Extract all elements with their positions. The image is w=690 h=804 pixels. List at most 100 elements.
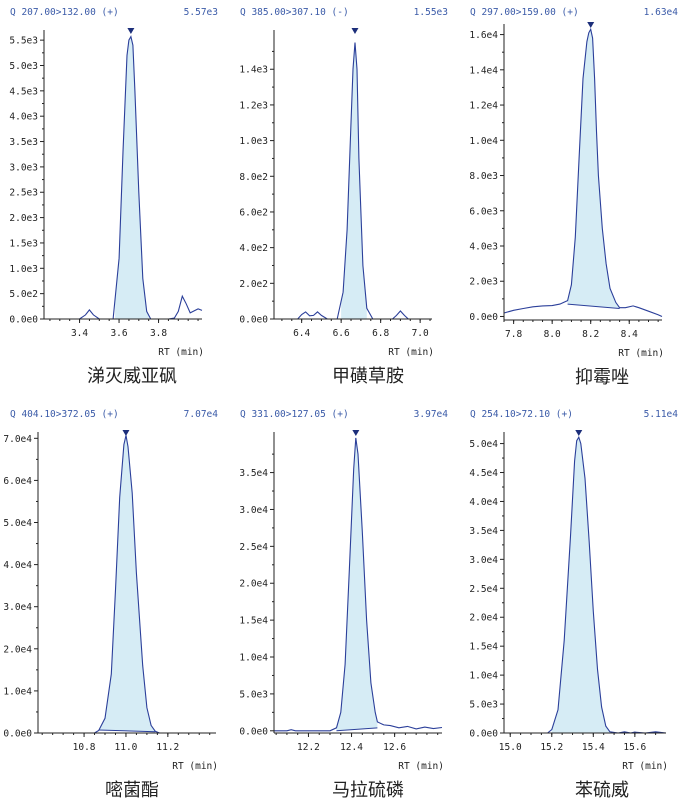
y-tick-label: 0.0e0 xyxy=(239,726,268,737)
y-tick-label: 1.5e3 xyxy=(9,238,38,249)
compound-name: 甲磺草胺 xyxy=(332,366,404,387)
x-axis-label: RT (min) xyxy=(388,347,434,358)
y-tick-label: 1.0e4 xyxy=(239,653,268,664)
peak-area xyxy=(341,42,367,319)
y-tick-label: 1.0e4 xyxy=(469,136,498,147)
chromatogram-svg: Q 254.10>72.10 (+) 5.11e4 0.0e0 5.0e3 1.0e4 1… xyxy=(469,409,679,801)
x-tick-label: 7.8 xyxy=(505,329,522,340)
max-intensity-label: 5.11e4 xyxy=(644,409,679,420)
x-tick-label: 15.4 xyxy=(582,742,605,753)
y-tick-label: 1.4e4 xyxy=(469,65,498,76)
max-intensity-label: 5.57e3 xyxy=(184,7,218,18)
y-tick-label: 3.5e4 xyxy=(469,526,498,537)
y-tick-label: 1.4e3 xyxy=(239,65,268,76)
y-tick-label: 3.0e3 xyxy=(9,162,38,173)
compound-name: 涕灭威亚砜 xyxy=(87,366,177,387)
x-tick-label: 3.8 xyxy=(150,328,167,339)
y-tick-label: 1.0e3 xyxy=(239,136,268,147)
y-tick-label: 1.2e4 xyxy=(469,101,498,112)
peak-area xyxy=(115,36,149,319)
y-tick-label: 5.0e2 xyxy=(9,289,38,300)
y-tick-label: 8.0e3 xyxy=(469,171,498,182)
chromatogram-trace xyxy=(44,35,203,320)
x-tick-label: 6.8 xyxy=(372,328,389,339)
y-tick-label: 6.0e2 xyxy=(239,207,268,218)
y-tick-label: 4.0e4 xyxy=(3,560,32,571)
transition-label: Q 254.10>72.10 (+) xyxy=(470,409,573,420)
compound-name: 嘧菌酯 xyxy=(105,780,159,801)
chromatogram-svg: Q 331.00>127.05 (+) 3.97e4 0.0e0 5.0e3 1.0e4… xyxy=(239,409,448,801)
x-tick-label: 15.2 xyxy=(540,742,563,753)
y-tick-label: 5.5e3 xyxy=(9,36,38,47)
transition-label: Q 207.00>132.00 (+) xyxy=(10,7,119,18)
y-tick-label: 0.0e0 xyxy=(469,729,498,740)
y-tick-label: 7.0e4 xyxy=(3,434,32,445)
y-tick-label: 1.0e4 xyxy=(3,686,32,697)
y-tick-label: 0.0e0 xyxy=(9,315,38,326)
y-tick-label: 5.0e3 xyxy=(9,61,38,72)
y-tick-label: 4.5e3 xyxy=(9,86,38,97)
x-tick-label: 10.8 xyxy=(73,742,96,753)
y-tick-label: 2.0e3 xyxy=(469,277,498,288)
chromatogram-trace xyxy=(274,437,443,732)
transition-label: Q 404.10>372.05 (+) xyxy=(10,409,119,420)
apex-marker xyxy=(127,28,135,34)
chromatogram-svg: Q 207.00>132.00 (+) 5.57e3 0.0e0 5.0e2 1.0e3… xyxy=(9,7,218,387)
y-tick-label: 8.0e2 xyxy=(239,172,268,183)
compound-name: 马拉硫磷 xyxy=(332,780,404,801)
y-tick-label: 4.0e2 xyxy=(239,243,268,254)
chromatogram-svg: Q 385.00>307.10 (-) 1.55e3 0.0e0 2.0e2 4.0e2… xyxy=(239,7,448,387)
y-tick-label: 1.5e4 xyxy=(469,642,498,653)
max-intensity-label: 1.55e3 xyxy=(414,7,448,18)
chromatogram-panel: Q 207.00>132.00 (+) 5.57e3 0.0e0 5.0e2 1.0e3… xyxy=(0,0,230,402)
y-tick-label: 4.0e3 xyxy=(9,112,38,123)
x-axis-label: RT (min) xyxy=(622,761,668,772)
x-axis-label: RT (min) xyxy=(158,347,204,358)
integration-baseline xyxy=(98,729,156,733)
x-tick-label: 3.6 xyxy=(110,328,127,339)
y-tick-label: 2.5e3 xyxy=(9,188,38,199)
apex-marker xyxy=(351,28,359,34)
y-tick-label: 5.0e4 xyxy=(469,439,498,450)
y-tick-label: 3.5e3 xyxy=(9,137,38,148)
y-tick-label: 0.0e0 xyxy=(239,315,268,326)
chromatogram-svg: Q 404.10>372.05 (+) 7.07e4 0.0e0 1.0e4 2.0e4… xyxy=(3,409,218,801)
chromatogram-panel: Q 297.00>159.00 (+) 1.63e4 0.0e0 2.0e3 4.0e3… xyxy=(460,0,690,402)
peak-area xyxy=(567,29,620,309)
integration-baseline xyxy=(567,303,620,310)
compound-name: 抑霉唑 xyxy=(575,367,629,388)
y-tick-label: 5.0e3 xyxy=(469,700,498,711)
y-tick-label: 1.0e3 xyxy=(9,264,38,275)
x-axis-label: RT (min) xyxy=(618,348,664,359)
y-tick-label: 1.6e4 xyxy=(469,30,498,41)
x-tick-label: 12.2 xyxy=(297,742,320,753)
x-axis-label: RT (min) xyxy=(172,761,218,772)
chromatogram-svg: Q 297.00>159.00 (+) 1.63e4 0.0e0 2.0e3 4.0e3… xyxy=(469,7,678,388)
chromatogram-panel: Q 385.00>307.10 (-) 1.55e3 0.0e0 2.0e2 4.0e2… xyxy=(230,0,460,402)
chromatogram-panel: Q 404.10>372.05 (+) 7.07e4 0.0e0 1.0e4 2.0e4… xyxy=(0,402,230,804)
y-tick-label: 1.2e3 xyxy=(239,100,268,111)
y-tick-label: 5.0e4 xyxy=(3,518,32,529)
transition-label: Q 331.00>127.05 (+) xyxy=(240,409,349,420)
compound-name: 苯硫威 xyxy=(575,780,629,801)
integration-baseline xyxy=(336,727,378,732)
x-tick-label: 6.4 xyxy=(293,328,310,339)
chromatogram-panel: Q 254.10>72.10 (+) 5.11e4 0.0e0 5.0e3 1.0e4 1… xyxy=(460,402,690,804)
x-tick-label: 8.0 xyxy=(544,329,561,340)
x-tick-label: 6.6 xyxy=(333,328,350,339)
apex-marker xyxy=(587,22,595,28)
transition-label: Q 385.00>307.10 (-) xyxy=(240,7,349,18)
y-tick-label: 5.0e3 xyxy=(239,689,268,700)
y-tick-label: 3.0e4 xyxy=(239,505,268,516)
x-tick-label: 7.0 xyxy=(412,328,429,339)
y-tick-label: 3.0e4 xyxy=(3,602,32,613)
chromatogram-panel: Q 331.00>127.05 (+) 3.97e4 0.0e0 5.0e3 1.0e4… xyxy=(230,402,460,804)
chromatogram-trace xyxy=(503,27,663,317)
y-tick-label: 1.5e4 xyxy=(239,616,268,627)
chromatogram-trace xyxy=(38,435,216,734)
y-tick-label: 2.0e4 xyxy=(239,579,268,590)
y-tick-label: 2.0e4 xyxy=(469,613,498,624)
x-axis-label: RT (min) xyxy=(398,761,444,772)
x-tick-label: 15.0 xyxy=(499,742,522,753)
